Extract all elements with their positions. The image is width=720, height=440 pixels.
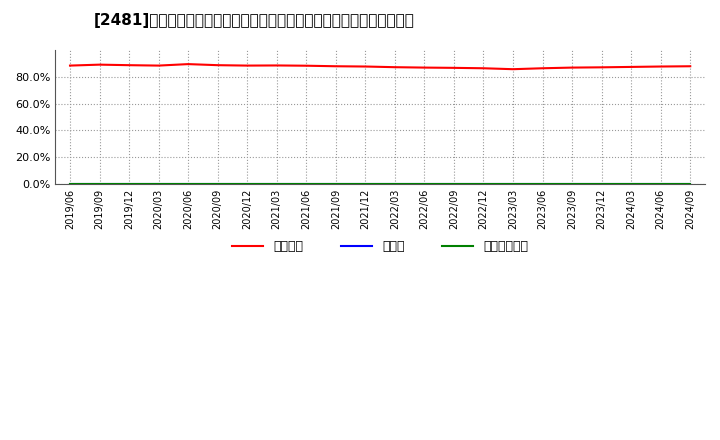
のれん: [302, 181, 310, 187]
自己資本: [449, 65, 458, 70]
のれん: [686, 181, 695, 187]
繰延税金資産: [420, 181, 428, 187]
自己資本: [598, 65, 606, 70]
自己資本: [272, 63, 281, 68]
のれん: [154, 181, 163, 187]
自己資本: [154, 63, 163, 68]
のれん: [539, 181, 547, 187]
繰延税金資産: [213, 181, 222, 187]
繰延税金資産: [568, 181, 577, 187]
自己資本: [686, 64, 695, 69]
自己資本: [568, 65, 577, 70]
自己資本: [361, 64, 369, 69]
繰延税金資産: [302, 181, 310, 187]
繰延税金資産: [390, 181, 399, 187]
のれん: [95, 181, 104, 187]
繰延税金資産: [154, 181, 163, 187]
自己資本: [390, 65, 399, 70]
繰延税金資産: [686, 181, 695, 187]
自己資本: [509, 66, 518, 72]
自己資本: [657, 64, 665, 69]
繰延税金資産: [66, 181, 74, 187]
のれん: [480, 181, 488, 187]
Text: [2481]　自己資本、のれん、繰延税金資産の総資産に対する比率の推移: [2481] 自己資本、のれん、繰延税金資産の総資産に対する比率の推移: [94, 13, 415, 28]
自己資本: [184, 62, 192, 67]
のれん: [657, 181, 665, 187]
のれん: [213, 181, 222, 187]
繰延税金資産: [539, 181, 547, 187]
繰延税金資産: [272, 181, 281, 187]
のれん: [449, 181, 458, 187]
自己資本: [66, 63, 74, 68]
のれん: [420, 181, 428, 187]
のれん: [125, 181, 133, 187]
繰延税金資産: [243, 181, 251, 187]
自己資本: [420, 65, 428, 70]
自己資本: [627, 64, 636, 70]
のれん: [509, 181, 518, 187]
のれん: [390, 181, 399, 187]
のれん: [272, 181, 281, 187]
繰延税金資産: [449, 181, 458, 187]
繰延税金資産: [598, 181, 606, 187]
繰延税金資産: [184, 181, 192, 187]
のれん: [243, 181, 251, 187]
のれん: [331, 181, 340, 187]
Line: 自己資本: 自己資本: [70, 64, 690, 69]
のれん: [598, 181, 606, 187]
のれん: [627, 181, 636, 187]
繰延税金資産: [480, 181, 488, 187]
繰延税金資産: [125, 181, 133, 187]
のれん: [568, 181, 577, 187]
自己資本: [331, 64, 340, 69]
繰延税金資産: [95, 181, 104, 187]
のれん: [66, 181, 74, 187]
繰延税金資産: [627, 181, 636, 187]
繰延税金資産: [361, 181, 369, 187]
のれん: [184, 181, 192, 187]
自己資本: [243, 63, 251, 68]
のれん: [361, 181, 369, 187]
自己資本: [125, 62, 133, 68]
繰延税金資産: [331, 181, 340, 187]
自己資本: [539, 66, 547, 71]
自己資本: [95, 62, 104, 67]
自己資本: [213, 62, 222, 68]
自己資本: [302, 63, 310, 68]
繰延税金資産: [657, 181, 665, 187]
繰延税金資産: [509, 181, 518, 187]
Legend: 自己資本, のれん, 繰延税金資産: 自己資本, のれん, 繰延税金資産: [227, 235, 534, 258]
自己資本: [480, 66, 488, 71]
